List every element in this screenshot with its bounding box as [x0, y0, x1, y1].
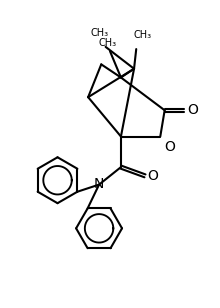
- Text: O: O: [164, 140, 175, 154]
- Text: CH₃: CH₃: [99, 38, 117, 48]
- Text: N: N: [94, 176, 104, 191]
- Text: O: O: [148, 169, 158, 183]
- Text: CH₃: CH₃: [134, 30, 152, 40]
- Text: CH₃: CH₃: [90, 28, 108, 38]
- Text: O: O: [187, 103, 198, 117]
